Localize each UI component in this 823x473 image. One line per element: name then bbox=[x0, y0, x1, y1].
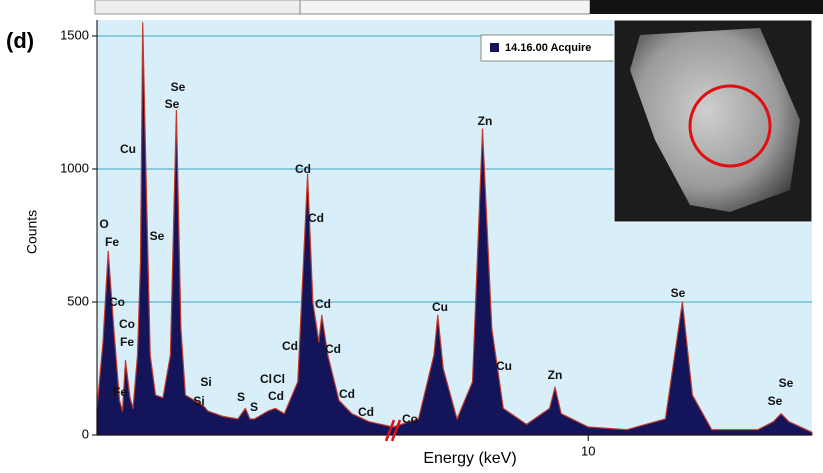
break-mark bbox=[384, 419, 396, 442]
peak-label: Cu bbox=[432, 300, 448, 314]
y-tick-label: 0 bbox=[82, 426, 89, 441]
peak-label: Cd bbox=[268, 389, 284, 403]
peak-label: O bbox=[99, 217, 108, 231]
peak-label: Si bbox=[200, 375, 211, 389]
peak-label: Fe bbox=[105, 235, 119, 249]
peak-label: S bbox=[250, 400, 258, 414]
axis-break bbox=[384, 419, 402, 442]
peak-label: Se bbox=[171, 80, 186, 94]
peak-label: Cl bbox=[260, 372, 272, 386]
peak-label: Cd bbox=[315, 297, 331, 311]
break-mark bbox=[390, 419, 402, 442]
peak-label: Se bbox=[165, 97, 180, 111]
legend-box bbox=[480, 34, 617, 62]
peak-label: Cd bbox=[325, 342, 341, 356]
peak-label: Se bbox=[779, 376, 794, 390]
legend: 14.16.00 Acquire bbox=[480, 34, 617, 62]
x-axis-label: Energy (keV) bbox=[423, 450, 516, 467]
peak-label: Co bbox=[402, 412, 418, 426]
inset-particle bbox=[630, 28, 800, 212]
top-bar bbox=[299, 0, 591, 15]
peak-label: Se bbox=[768, 394, 783, 408]
peak-label: Cd bbox=[295, 162, 311, 176]
x-tick-label: 10 bbox=[581, 443, 595, 458]
y-tick-label: 1000 bbox=[60, 160, 89, 175]
peak-label: Cd bbox=[339, 387, 355, 401]
peak-label: Se bbox=[150, 229, 165, 243]
peak-label: Co bbox=[119, 317, 135, 331]
y-tick-label: 1500 bbox=[60, 27, 89, 42]
peak-label: Zn bbox=[478, 114, 493, 128]
panel-label: (d) bbox=[6, 28, 34, 53]
peak-label: Si bbox=[193, 394, 204, 408]
peak-label: Co bbox=[109, 295, 125, 309]
peak-label: Zn bbox=[548, 368, 563, 382]
peak-label: Se bbox=[671, 286, 686, 300]
legend-label: 14.16.00 Acquire bbox=[505, 42, 591, 54]
y-tick-label: 500 bbox=[67, 293, 89, 308]
inset-circle bbox=[688, 84, 772, 168]
peak-label: Cu bbox=[496, 359, 512, 373]
peak-label: S bbox=[237, 390, 245, 404]
inset-image bbox=[613, 19, 813, 223]
peak-label: Cd bbox=[282, 339, 298, 353]
peak-label: Cd bbox=[358, 405, 374, 419]
y-axis-label: Counts bbox=[24, 210, 40, 254]
peak-label: Cl bbox=[273, 372, 285, 386]
spectrum-area bbox=[96, 22, 813, 436]
top-bar bbox=[94, 0, 301, 15]
peak-label: Fe bbox=[113, 385, 127, 399]
peak-label: Cd bbox=[308, 211, 324, 225]
peak-label: Fe bbox=[120, 335, 134, 349]
peak-label: Cu bbox=[120, 142, 136, 156]
legend-swatch bbox=[490, 43, 499, 52]
top-bar bbox=[590, 0, 823, 14]
